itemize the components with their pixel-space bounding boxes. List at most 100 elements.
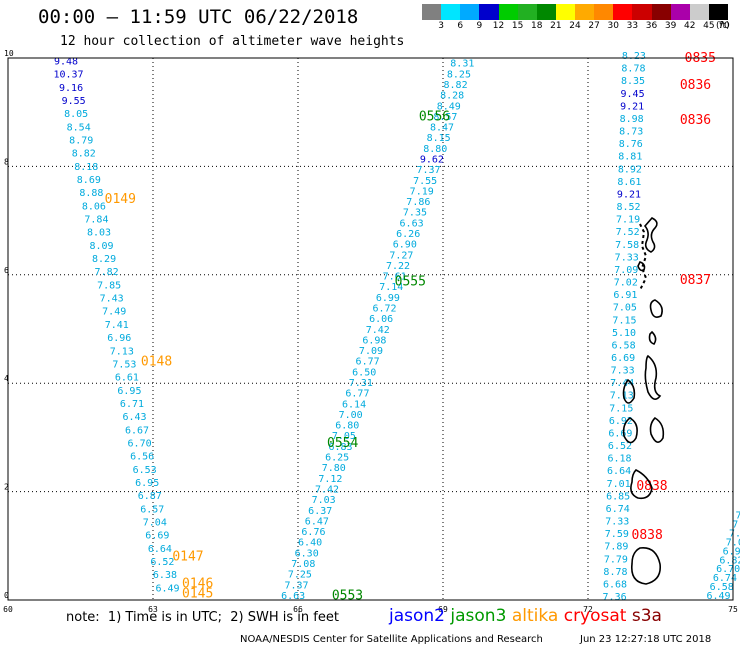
track-value-jason3: 6.76 — [301, 527, 325, 538]
track-value-altika: 7.49 — [102, 307, 126, 318]
track-value-altika: 6.49 — [155, 583, 179, 594]
track-value-altika: 7.43 — [100, 294, 124, 305]
pass-label: 0554 — [327, 436, 358, 451]
color-scale-label: 39 — [664, 21, 677, 31]
track-value-cryosat: 7.36 — [603, 592, 627, 603]
island-outline — [644, 354, 662, 400]
track-value-altika: 7.13 — [110, 346, 134, 357]
track-value-cryosat: 8.78 — [603, 567, 627, 578]
color-scale-cell — [498, 4, 518, 20]
track-value-jason3: 7.31 — [349, 378, 373, 389]
x-tick-label: 72 — [583, 605, 593, 614]
track-value-altika: 6.95 — [135, 478, 159, 489]
track-value-jason3: 7.37 — [416, 165, 440, 176]
island-outline — [649, 299, 663, 318]
island-outline — [630, 547, 662, 585]
color-scale-label: 70 — [718, 21, 730, 31]
track-value-altika: 6.70 — [128, 438, 152, 449]
track-value-cryosat: 7.44 — [610, 378, 634, 389]
island-outline — [648, 330, 657, 345]
track-value-jason3: 6.14 — [342, 399, 366, 410]
track-value-cryosat: 6.91 — [613, 290, 637, 301]
track-value-jason3: 8.80 — [423, 144, 447, 155]
track-value-jason3: 7.42 — [315, 484, 339, 495]
map-subtitle: 12 hour collection of altimeter wave hei… — [60, 34, 405, 49]
track-value-cryosat: 8.78 — [621, 64, 645, 75]
track-value-jason3: 7.22 — [386, 261, 410, 272]
color-scale-cell — [479, 4, 499, 20]
track-value-altika: 9.48 — [54, 57, 78, 68]
track-value-altika: 6.53 — [133, 465, 157, 476]
color-scale-cell — [613, 4, 633, 20]
y-tick-label: 6 — [4, 266, 9, 275]
island-outline — [622, 378, 636, 404]
track-value-cryosat: 7.33 — [615, 252, 639, 263]
legend-entry-s3a: s3a — [631, 606, 662, 626]
track-value-cryosat: 5.10 — [612, 328, 636, 339]
track-value-jason3: 7.61 — [383, 272, 407, 283]
atoll-outline — [639, 223, 648, 291]
track-value-altika: 6.52 — [150, 557, 174, 568]
track-value-altika: 9.55 — [62, 96, 86, 107]
y-tick-label: 2 — [4, 483, 9, 492]
island-outline — [622, 417, 638, 444]
track-value-s3a: 6.82 — [719, 555, 740, 566]
track-value-cryosat: 7.15 — [609, 403, 633, 414]
track-value-cryosat: 7.01 — [607, 479, 631, 490]
color-scale-cell — [689, 4, 709, 20]
color-scale-label: 45 — [703, 21, 715, 31]
y-tick-label: 8 — [4, 157, 9, 166]
track-value-cryosat: 6.69 — [608, 428, 632, 439]
track-value-altika: 8.05 — [64, 109, 88, 120]
track-value-cryosat: 6.52 — [608, 441, 632, 452]
track-value-altika: 6.95 — [117, 386, 141, 397]
track-value-cryosat: 6.92 — [609, 416, 633, 427]
pass-label: 0555 — [395, 274, 426, 289]
legend-entry-jason3: jason3 — [450, 606, 512, 626]
track-value-jason3: 6.50 — [352, 367, 376, 378]
track-value-jason3: 7.35 — [403, 208, 427, 219]
color-scale-label: 36 — [645, 21, 658, 31]
credit-footer: NOAA/NESDIS Center for Satellite Applica… — [240, 634, 543, 645]
color-scale-cell — [422, 4, 442, 20]
track-value-jason3: 7.09 — [359, 346, 383, 357]
map-title: 00:00 – 11:59 UTC 06/22/2018 — [38, 6, 359, 28]
track-value-cryosat: 7.33 — [611, 366, 635, 377]
track-value-cryosat: 6.18 — [607, 454, 631, 465]
track-value-jason3: 6.77 — [345, 389, 369, 400]
track-value-jason3: 6.25 — [325, 453, 349, 464]
track-value-s3a: 6.49 — [706, 591, 730, 602]
color-scale-label: 6 — [457, 21, 464, 31]
track-value-jason3: 6.72 — [372, 304, 396, 315]
color-scale-cell — [460, 4, 480, 20]
pass-label: 0836 — [680, 113, 711, 128]
y-tick-label: 4 — [4, 374, 9, 383]
track-value-s3a: 6.74 — [713, 573, 737, 584]
track-value-jason3: 6.30 — [295, 548, 319, 559]
track-value-altika: 7.04 — [143, 517, 167, 528]
generation-timestamp: Jun 23 12:27:18 UTC 2018 — [580, 634, 712, 645]
track-value-cryosat: 7.59 — [605, 529, 629, 540]
track-value-jason3: 7.14 — [379, 282, 403, 293]
pass-label: 0145 — [182, 586, 213, 601]
track-value-jason3: 8.57 — [433, 112, 457, 123]
color-scale-cell — [575, 4, 595, 20]
track-value-altika: 6.64 — [148, 544, 172, 555]
color-scale-unit: (ft) — [716, 21, 730, 31]
x-tick-label: 60 — [3, 605, 13, 614]
track-value-cryosat: 9.21 — [617, 189, 641, 200]
track-value-cryosat: 9.21 — [620, 101, 644, 112]
track-value-cryosat: 8.92 — [618, 164, 642, 175]
track-value-cryosat: 7.52 — [616, 227, 640, 238]
pass-label: 0146 — [182, 577, 213, 592]
track-value-cryosat: 8.23 — [622, 51, 646, 62]
track-value-jason3: 7.37 — [285, 580, 309, 591]
track-value-altika: 6.61 — [115, 373, 139, 384]
track-value-jason3: 6.99 — [376, 293, 400, 304]
track-value-jason3: 8.28 — [440, 91, 464, 102]
track-value-cryosat: 6.58 — [612, 340, 636, 351]
color-scale-cell — [441, 4, 461, 20]
map-frame — [7, 57, 734, 601]
color-scale-cell — [517, 4, 537, 20]
track-value-jason3: 6.98 — [362, 335, 386, 346]
